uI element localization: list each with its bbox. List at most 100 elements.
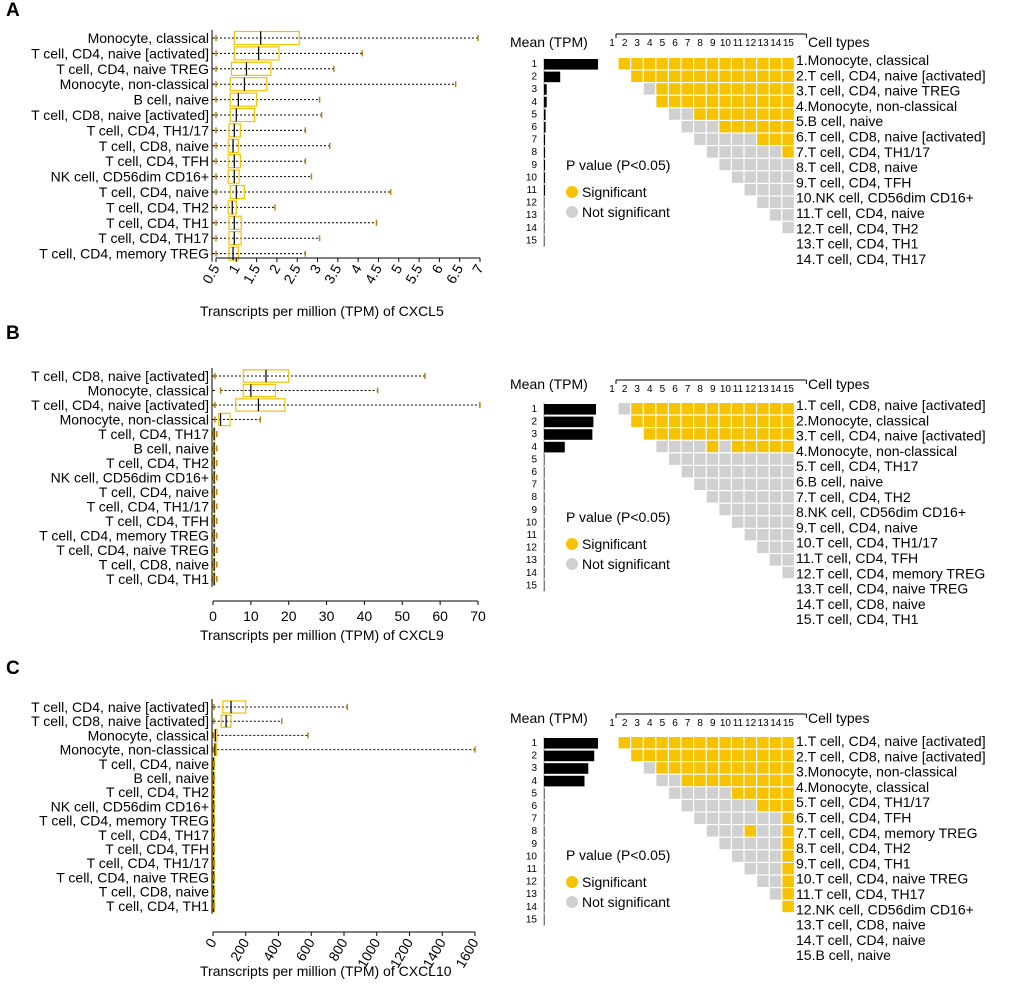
sig-cell-not-significant xyxy=(719,491,731,503)
sig-cell-not-significant xyxy=(669,774,681,787)
row-label: B cell, naive xyxy=(134,92,210,108)
sig-cell-significant xyxy=(769,70,782,82)
sig-cell-not-significant xyxy=(782,209,794,221)
row-number: 8 xyxy=(531,147,537,158)
cell-type-label: 1.T cell, CD8, naive [activated] xyxy=(796,397,986,413)
mean-bar xyxy=(544,159,546,171)
sig-cell-significant xyxy=(769,121,782,133)
col-number: 8 xyxy=(697,384,703,395)
sig-cell-significant xyxy=(769,428,782,440)
sig-cell-significant xyxy=(631,403,643,415)
box xyxy=(233,46,280,61)
sig-cell-not-significant xyxy=(744,800,756,812)
box xyxy=(229,184,246,200)
col-number: 7 xyxy=(685,384,691,395)
sig-cell-significant xyxy=(744,108,756,120)
x-tick-label: 5 xyxy=(388,261,406,276)
row-number: 11 xyxy=(527,864,538,875)
sig-cell-significant xyxy=(656,737,668,749)
sig-cell-significant xyxy=(719,83,731,95)
sig-cell-significant xyxy=(744,737,756,749)
row-label: NK cell, CD56dim CD16+ xyxy=(51,470,209,486)
row-label: T cell, CD8, naive xyxy=(99,557,209,573)
sig-cell-significant xyxy=(719,95,731,108)
row-number: 10 xyxy=(526,517,538,528)
row-number: 7 xyxy=(531,135,537,146)
cell-type-label: 4.Monocyte, non-classical xyxy=(796,98,957,114)
sig-cell-significant xyxy=(694,403,706,415)
sig-cell-not-significant xyxy=(782,453,794,465)
sig-cell-significant xyxy=(706,403,719,415)
sig-cell-not-significant xyxy=(769,196,782,208)
sig-cell-not-significant xyxy=(782,491,794,503)
cell-type-label: 4.Monocyte, non-classical xyxy=(796,443,957,459)
cell-type-label: 1.Monocyte, classical xyxy=(796,52,929,68)
sig-cell-significant xyxy=(719,403,731,415)
sig-cell-not-significant xyxy=(732,516,744,528)
sig-cell-significant xyxy=(656,749,668,761)
box xyxy=(218,412,231,427)
sig-cell-not-significant xyxy=(643,83,656,95)
mean-bar xyxy=(544,441,565,453)
legend-not-significant-label: Not significant xyxy=(582,894,670,910)
cell-types-title: Cell types xyxy=(808,34,869,50)
sig-cell-significant xyxy=(757,440,769,453)
sig-cell-significant xyxy=(681,762,693,774)
row-label: T cell, CD8, naive [activated] xyxy=(31,107,209,123)
mean-bar xyxy=(544,492,545,503)
sig-cell-not-significant xyxy=(744,837,756,850)
sig-cell-not-significant xyxy=(757,196,769,208)
sig-cell-significant xyxy=(782,83,794,95)
sig-cell-significant xyxy=(706,95,719,108)
row-label: T cell, CD8, naive xyxy=(99,138,209,154)
sig-cell-not-significant xyxy=(782,503,794,516)
sig-cell-not-significant xyxy=(719,466,731,478)
cell-type-label: 13.T cell, CD4, TH1 xyxy=(796,236,919,252)
sig-cell-significant xyxy=(643,737,656,749)
row-number: 9 xyxy=(531,839,537,850)
cell-type-label: 11.T cell, CD4, TFH xyxy=(796,550,918,566)
box-row: T cell, CD4, TH17 xyxy=(98,230,321,246)
mean-bar xyxy=(544,763,589,774)
sig-cell-not-significant xyxy=(694,440,706,453)
sig-cell-not-significant xyxy=(782,478,794,490)
sig-cell-not-significant xyxy=(769,158,782,171)
sig-cell-not-significant xyxy=(643,762,656,774)
sig-cell-significant xyxy=(732,762,744,774)
sig-cell-not-significant xyxy=(744,453,756,465)
sig-cell-not-significant xyxy=(706,800,719,812)
col-number: 11 xyxy=(733,718,744,729)
col-number: 4 xyxy=(647,384,653,395)
legend-not-significant-swatch xyxy=(566,896,578,908)
panel-label: B xyxy=(6,323,20,344)
legend-title: P value (P<0.05) xyxy=(566,157,670,173)
cell-type-label: 7.T cell, CD4, memory TREG xyxy=(796,825,978,841)
cell-type-label: 10.T cell, CD4, TH1/17 xyxy=(796,535,938,551)
sig-cell-significant xyxy=(618,737,630,749)
cell-type-label: 13.T cell, CD4, naive TREG xyxy=(796,581,968,597)
sig-cell-significant xyxy=(769,83,782,95)
x-tick-label: 4.5 xyxy=(361,261,385,286)
sig-cell-significant xyxy=(694,415,706,427)
sig-cell-not-significant xyxy=(706,825,719,837)
sig-cell-significant xyxy=(782,850,794,862)
box-row: B cell, naive xyxy=(134,441,218,457)
sig-cell-not-significant xyxy=(719,133,731,145)
row-number: 1 xyxy=(531,404,537,415)
box-row: Monocyte, non-classical xyxy=(60,412,262,428)
mean-bar xyxy=(544,109,546,120)
box xyxy=(233,30,300,46)
mean-bar xyxy=(544,96,547,108)
cell-type-label: 9.T cell, CD4, naive xyxy=(796,519,918,535)
sig-cell-not-significant xyxy=(744,146,756,158)
col-number: 9 xyxy=(710,38,716,49)
box-row: T cell, CD4, TH2 xyxy=(106,455,218,471)
sig-cell-significant xyxy=(744,825,756,837)
box-row: T cell, CD4, naive TREG xyxy=(56,542,218,558)
sig-cell-not-significant xyxy=(719,146,731,158)
box-row: T cell, CD8, naive [activated] xyxy=(31,368,426,384)
sig-cell-not-significant xyxy=(694,133,706,145)
sig-cell-significant xyxy=(782,875,794,887)
mean-bar xyxy=(544,864,545,875)
sig-cell-not-significant xyxy=(757,184,769,196)
